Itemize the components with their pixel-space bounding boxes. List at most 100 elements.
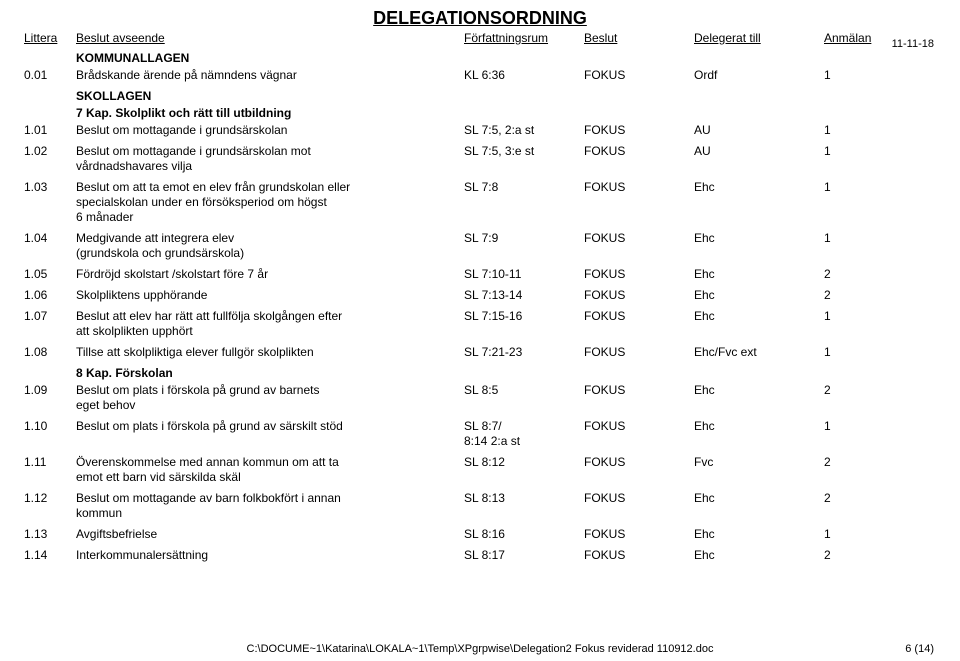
table-row: 1.08 Tillse att skolpliktiga elever full… [24, 345, 936, 360]
cell-anm: 1 [824, 345, 894, 360]
cell-littera: 1.04 [24, 231, 76, 246]
cell-anm: 1 [824, 309, 894, 324]
cell-deleg: Ehc [694, 288, 824, 303]
cell-forf: SL 7:8 [464, 180, 584, 195]
cell-anm: 2 [824, 455, 894, 470]
cell-forf: SL 7:21-23 [464, 345, 584, 360]
cell-besl: FOKUS [584, 419, 694, 434]
table-row: 1.09 Beslut om plats i förskola på grund… [24, 383, 936, 413]
cell-forf: SL 7:5, 3:e st [464, 144, 584, 159]
cell-anm: 2 [824, 383, 894, 398]
section-header-kap8: 8 Kap. Förskolan [24, 366, 936, 381]
cell-desc: Beslut om mottagande av barn folkbokfört… [76, 491, 464, 521]
cell-besl: FOKUS [584, 309, 694, 324]
cell-deleg: AU [694, 144, 824, 159]
cell-forf: SL 7:10-11 [464, 267, 584, 282]
cell-besl: FOKUS [584, 455, 694, 470]
cell-deleg: Ehc [694, 309, 824, 324]
cell-deleg: Ehc [694, 548, 824, 563]
table-row: 1.05 Fördröjd skolstart /skolstart före … [24, 267, 936, 282]
cell-desc: Beslut om plats i förskola på grund av s… [76, 419, 464, 434]
cell-deleg: Ehc [694, 527, 824, 542]
cell-deleg: AU [694, 123, 824, 138]
cell-desc: Interkommunalersättning [76, 548, 464, 563]
cell-forf: SL 7:9 [464, 231, 584, 246]
cell-deleg: Ehc [694, 180, 824, 195]
cell-littera: 1.03 [24, 180, 76, 195]
cell-besl: FOKUS [584, 548, 694, 563]
cell-besl: FOKUS [584, 144, 694, 159]
cell-anm: 1 [824, 180, 894, 195]
col-beslut: Beslut [584, 31, 694, 45]
cell-deleg: Ehc/Fvc ext [694, 345, 824, 360]
table-row: 1.06 Skolpliktens upphörande SL 7:13-14 … [24, 288, 936, 303]
col-delegerat-till: Delegerat till [694, 31, 824, 45]
cell-littera: 1.14 [24, 548, 76, 563]
cell-desc: Beslut att elev har rätt att fullfölja s… [76, 309, 464, 339]
cell-forf: KL 6:36 [464, 68, 584, 83]
cell-littera: 1.06 [24, 288, 76, 303]
table-row: 1.04 Medgivande att integrera elev(grund… [24, 231, 936, 261]
cell-deleg: Ehc [694, 419, 824, 434]
cell-besl: FOKUS [584, 231, 694, 246]
table-row: 1.11 Överenskommelse med annan kommun om… [24, 455, 936, 485]
cell-besl: FOKUS [584, 288, 694, 303]
cell-deleg: Ehc [694, 231, 824, 246]
page-number: 6 (14) [905, 643, 934, 655]
table-row: 1.07 Beslut att elev har rätt att fullfö… [24, 309, 936, 339]
section-header-kap7: 7 Kap. Skolplikt och rätt till utbildnin… [24, 106, 936, 121]
cell-anm: 1 [824, 527, 894, 542]
cell-forf: SL 8:17 [464, 548, 584, 563]
table-body: KOMMUNALLAGEN 0.01 Brådskande ärende på … [24, 51, 936, 563]
cell-littera: 1.07 [24, 309, 76, 324]
cell-besl: FOKUS [584, 527, 694, 542]
cell-forf: SL 7:5, 2:a st [464, 123, 584, 138]
cell-forf: SL 8:13 [464, 491, 584, 506]
cell-besl: FOKUS [584, 267, 694, 282]
cell-forf: SL 7:15-16 [464, 309, 584, 324]
cell-forf: SL 8:5 [464, 383, 584, 398]
cell-besl: FOKUS [584, 491, 694, 506]
cell-littera: 1.09 [24, 383, 76, 398]
cell-anm: 1 [824, 231, 894, 246]
cell-besl: FOKUS [584, 345, 694, 360]
table-row: 1.01 Beslut om mottagande i grundsärskol… [24, 123, 936, 138]
cell-littera: 0.01 [24, 68, 76, 83]
cell-anm: 1 [824, 419, 894, 434]
cell-desc: Beslut om att ta emot en elev från grund… [76, 180, 464, 225]
cell-desc: Beslut om plats i förskola på grund av b… [76, 383, 464, 413]
cell-deleg: Ehc [694, 491, 824, 506]
table-row: 1.03 Beslut om att ta emot en elev från … [24, 180, 936, 225]
table-row: 1.10 Beslut om plats i förskola på grund… [24, 419, 936, 449]
cell-forf: SL 8:16 [464, 527, 584, 542]
table-row: 1.13 Avgiftsbefrielse SL 8:16 FOKUS Ehc … [24, 527, 936, 542]
table-row: 1.14 Interkommunalersättning SL 8:17 FOK… [24, 548, 936, 563]
document-date: 11-11-18 [892, 38, 934, 50]
cell-littera: 1.13 [24, 527, 76, 542]
table-row: 0.01 Brådskande ärende på nämndens vägna… [24, 68, 936, 83]
table-row: 1.12 Beslut om mottagande av barn folkbo… [24, 491, 936, 521]
cell-desc: Skolpliktens upphörande [76, 288, 464, 303]
cell-besl: FOKUS [584, 180, 694, 195]
cell-littera: 1.05 [24, 267, 76, 282]
cell-littera: 1.02 [24, 144, 76, 159]
cell-desc: Beslut om mottagande i grundsärskolan [76, 123, 464, 138]
section-header-kommunallagen: KOMMUNALLAGEN [24, 51, 936, 66]
cell-littera: 1.10 [24, 419, 76, 434]
cell-besl: FOKUS [584, 123, 694, 138]
page-title: DELEGATIONSORDNING [24, 8, 936, 29]
cell-besl: FOKUS [584, 383, 694, 398]
cell-anm: 1 [824, 144, 894, 159]
cell-deleg: Ehc [694, 267, 824, 282]
col-anmalan: Anmälan [824, 31, 894, 45]
cell-anm: 2 [824, 267, 894, 282]
cell-desc: Fördröjd skolstart /skolstart före 7 år [76, 267, 464, 282]
cell-desc: Beslut om mottagande i grundsärskolan mo… [76, 144, 464, 174]
cell-anm: 2 [824, 548, 894, 563]
cell-desc: Överenskommelse med annan kommun om att … [76, 455, 464, 485]
table-row: 1.02 Beslut om mottagande i grundsärskol… [24, 144, 936, 174]
cell-anm: 1 [824, 68, 894, 83]
cell-littera: 1.11 [24, 455, 76, 470]
section-label: 7 Kap. Skolplikt och rätt till utbildnin… [76, 106, 464, 121]
cell-deleg: Ordf [694, 68, 824, 83]
